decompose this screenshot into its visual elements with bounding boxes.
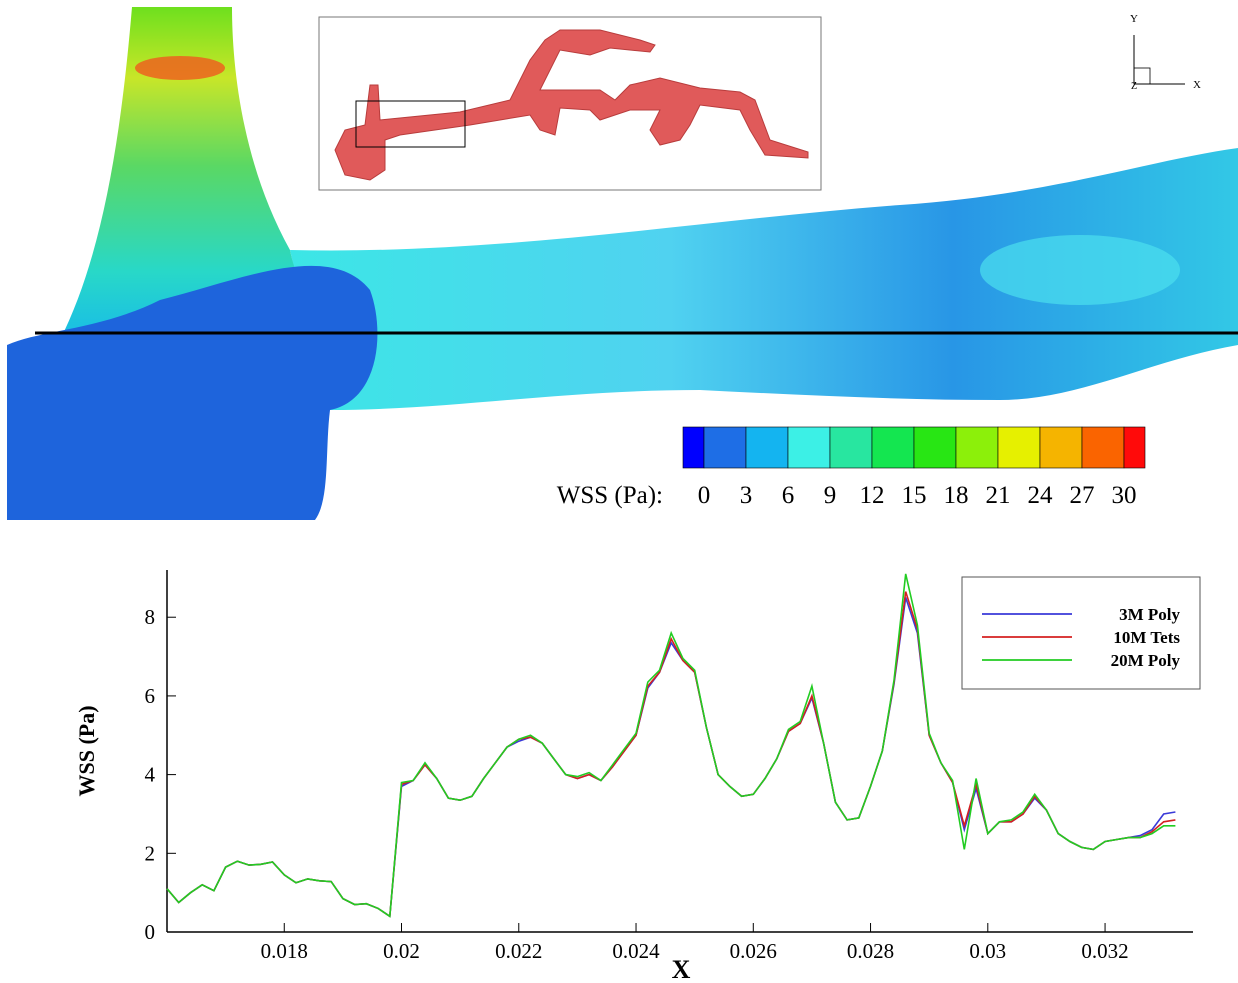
y-tick-label: 4 [145, 763, 156, 787]
y-tick-label: 8 [145, 605, 156, 629]
series-line [166, 573, 1176, 918]
render-view: Y X Z 0 3 6 9 12 15 18 21 24 27 30 WSS (Pa): [7, 7, 1238, 520]
triad-label: Z [1131, 81, 1137, 92]
colorbar-cell [955, 426, 999, 469]
y-tick-label: 6 [145, 684, 156, 708]
x-tick-label: 0.03 [969, 939, 1006, 963]
legend-label: 20M Poly [1111, 651, 1181, 670]
colorbar-tick-label: 15 [902, 482, 927, 509]
triad-box [1133, 67, 1151, 85]
x-tick-label: 0.018 [261, 939, 308, 963]
x-axis-label: X [672, 955, 691, 983]
legend-label: 3M Poly [1119, 605, 1180, 624]
colorbar-tick-label: 0 [698, 482, 711, 509]
colorbar-cell [829, 426, 873, 469]
y-tick-label: 0 [145, 920, 156, 944]
vessel-branch [60, 7, 330, 360]
colorbar-tick-label: 27 [1070, 482, 1095, 509]
colorbar-tick-label: 18 [944, 482, 969, 509]
hotspot [135, 56, 225, 80]
triad-label: X [1193, 79, 1201, 91]
colorbar-cell [1081, 426, 1125, 469]
colorbar-cell [871, 426, 915, 469]
inset-vessel [334, 29, 809, 181]
colorbar-cell [997, 426, 1041, 469]
colorbar-tick-label: 21 [986, 482, 1011, 509]
x-tick-label: 0.022 [495, 939, 542, 963]
colorbar: 0 3 6 9 12 15 18 21 24 27 30 [682, 426, 1146, 509]
x-tick-label: 0.028 [847, 939, 894, 963]
inset-highlight [355, 100, 466, 148]
patch [980, 235, 1180, 305]
y-tick-label: 2 [145, 841, 156, 865]
x-tick-label: 0.032 [1081, 939, 1128, 963]
x-tick-label: 0.026 [730, 939, 777, 963]
x-tick-label: 0.024 [612, 939, 660, 963]
legend-label: 10M Tets [1113, 628, 1180, 647]
vessel-junction [7, 265, 378, 520]
colorbar-tick-label: 12 [860, 482, 885, 509]
colorbar-cell [913, 426, 957, 469]
vessel-horizontal [290, 148, 1238, 410]
colorbar-label: WSS (Pa): [557, 482, 663, 509]
colorbar-cell [1123, 426, 1146, 469]
colorbar-tick-label: 6 [782, 482, 795, 509]
colorbar-cell [703, 426, 747, 469]
colorbar-cell [787, 426, 831, 469]
triad-label: Y [1130, 13, 1138, 25]
colorbar-tick-label: 9 [824, 482, 837, 509]
y-axis-label: WSS (Pa) [74, 705, 99, 796]
colorbar-cell [1039, 426, 1083, 469]
legend-box [961, 576, 1201, 690]
colorbar-cell [745, 426, 789, 469]
colorbar-tick-label: 24 [1028, 482, 1054, 509]
colorbar-tick-label: 3 [740, 482, 753, 509]
colorbar-cell [682, 426, 705, 469]
colorbar-tick-label: 30 [1112, 482, 1137, 509]
chart: X WSS (Pa) 0.018 0.02 0.022 0.024 0.026 0.028… [74, 570, 1201, 983]
x-tick-label: 0.02 [383, 939, 420, 963]
